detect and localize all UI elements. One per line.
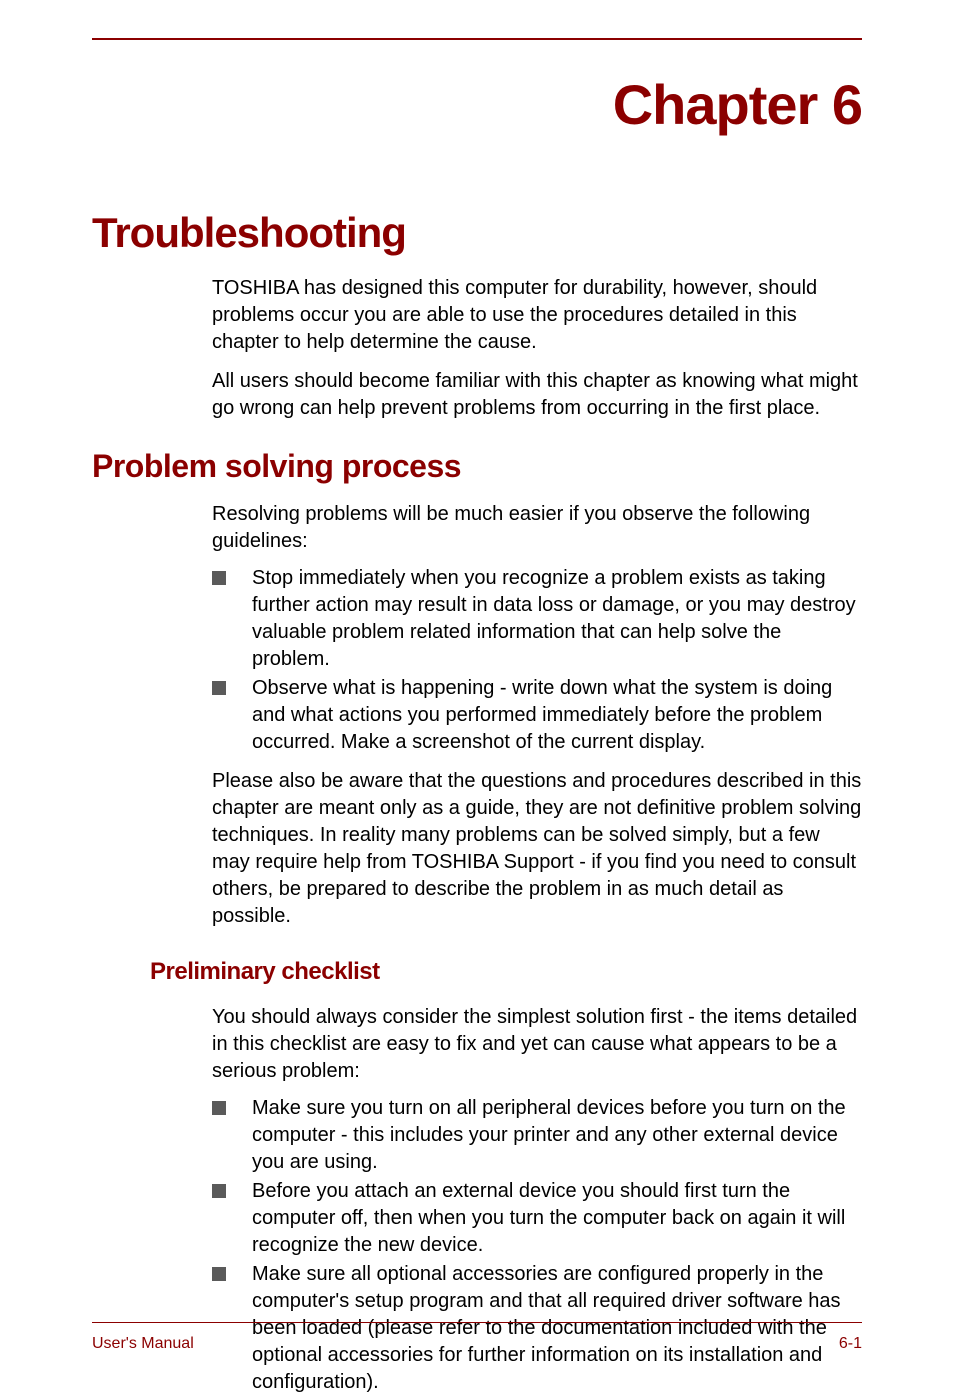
list-item: Stop immediately when you recognize a pr… — [212, 565, 862, 673]
bullet-icon — [212, 571, 226, 585]
section-heading-problem-solving: Problem solving process — [92, 448, 862, 485]
bullet-icon — [212, 1101, 226, 1115]
list-item: Make sure you turn on all peripheral dev… — [212, 1095, 862, 1176]
list-item-text: Stop immediately when you recognize a pr… — [252, 565, 862, 673]
bullet-icon — [212, 1267, 226, 1281]
footer-right: 6-1 — [839, 1335, 862, 1353]
intro-paragraph-1: TOSHIBA has designed this computer for d… — [212, 275, 862, 356]
list-item-text: Make sure you turn on all peripheral dev… — [252, 1095, 862, 1176]
section1-after-paragraph: Please also be aware that the questions … — [212, 768, 862, 930]
bullet-icon — [212, 1184, 226, 1198]
list-item-text: Observe what is happening - write down w… — [252, 675, 862, 756]
section1-intro: Resolving problems will be much easier i… — [212, 501, 862, 555]
list-item: Before you attach an external device you… — [212, 1178, 862, 1259]
list-item: Make sure all optional accessories are c… — [212, 1261, 862, 1396]
bottom-rule — [92, 1322, 862, 1323]
footer-left: User's Manual — [92, 1335, 194, 1353]
top-rule — [92, 38, 862, 40]
chapter-label: Chapter 6 — [92, 72, 862, 137]
bullet-icon — [212, 681, 226, 695]
intro-paragraph-2: All users should become familiar with th… — [212, 368, 862, 422]
section2-intro: You should always consider the simplest … — [212, 1004, 862, 1085]
list-item-text: Make sure all optional accessories are c… — [252, 1261, 862, 1396]
page-footer: User's Manual 6-1 — [92, 1335, 862, 1353]
list-item-text: Before you attach an external device you… — [252, 1178, 862, 1259]
list-item: Observe what is happening - write down w… — [212, 675, 862, 756]
subsection-heading-preliminary-checklist: Preliminary checklist — [150, 958, 862, 986]
page-title: Troubleshooting — [92, 209, 862, 257]
section1-bullet-list: Stop immediately when you recognize a pr… — [212, 565, 862, 756]
